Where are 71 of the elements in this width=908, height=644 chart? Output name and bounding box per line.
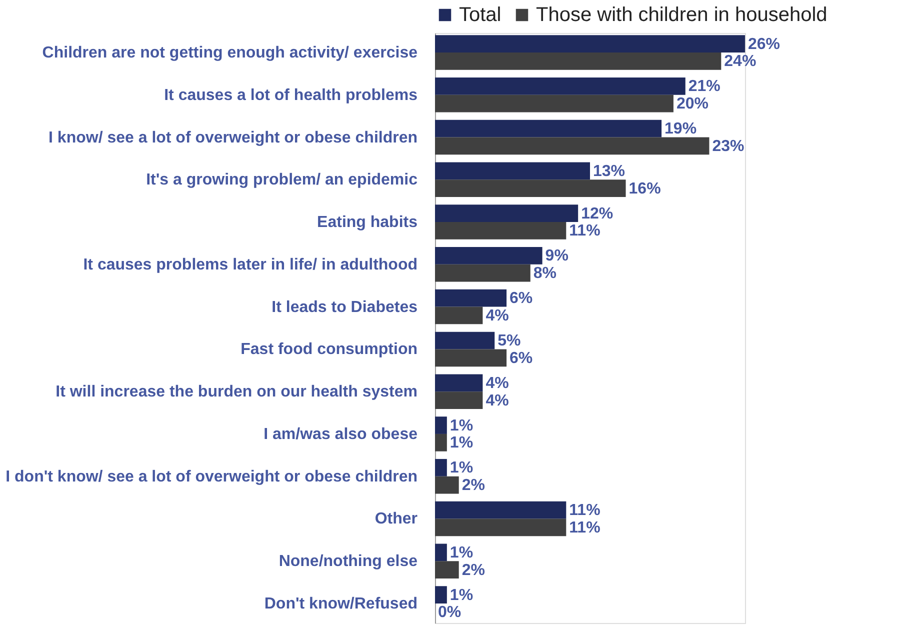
y-tick-label: It leads to Diabetes bbox=[272, 298, 418, 316]
bar bbox=[435, 374, 483, 392]
data-label: 8% bbox=[533, 265, 557, 282]
y-tick-label: Fast food consumption bbox=[240, 341, 418, 358]
bar bbox=[435, 52, 722, 70]
y-tick-label: Don't know/Refused bbox=[264, 596, 418, 613]
data-label: 1% bbox=[450, 544, 474, 562]
legend-label: Those with children in household bbox=[536, 4, 828, 26]
data-label: 23% bbox=[712, 138, 744, 155]
bar bbox=[435, 476, 459, 494]
bar bbox=[435, 518, 566, 536]
bar bbox=[435, 434, 447, 452]
legend-label: Total bbox=[459, 4, 502, 26]
data-label: 1% bbox=[450, 417, 474, 434]
bar bbox=[435, 332, 495, 350]
data-label: 26% bbox=[748, 36, 780, 53]
bar bbox=[435, 586, 447, 604]
data-label: 2% bbox=[462, 477, 485, 494]
y-tick-label: It's a growing problem/ an epidemic bbox=[146, 172, 418, 189]
bar bbox=[435, 392, 483, 409]
bar bbox=[435, 501, 566, 519]
data-label: 11% bbox=[569, 502, 600, 520]
data-label: 4% bbox=[486, 374, 509, 392]
bar bbox=[435, 94, 674, 112]
y-tick-label: It will increase the burden on our health system bbox=[56, 384, 418, 401]
data-label: 1% bbox=[450, 586, 474, 604]
data-label: 12% bbox=[581, 205, 614, 222]
data-label: 13% bbox=[593, 162, 626, 180]
bar bbox=[435, 416, 447, 434]
y-tick-label: Eating habits bbox=[317, 214, 418, 232]
data-label: 16% bbox=[628, 180, 661, 198]
data-label: 9% bbox=[545, 248, 568, 265]
data-label: 21% bbox=[688, 78, 720, 96]
bar bbox=[435, 120, 662, 138]
data-label: 11% bbox=[569, 519, 600, 536]
data-label: 20% bbox=[676, 96, 708, 113]
bar bbox=[435, 289, 507, 307]
data-label: 1% bbox=[450, 460, 474, 477]
y-tick-label: I know/ see a lot of overweight or obese children bbox=[48, 129, 418, 146]
bar bbox=[435, 458, 447, 476]
data-label: 1% bbox=[450, 434, 474, 452]
data-label: 4% bbox=[486, 392, 509, 410]
y-tick-label: Children are not getting enough activity/ exercise bbox=[42, 44, 418, 62]
bar bbox=[435, 544, 447, 562]
bar bbox=[435, 349, 507, 367]
y-tick-label: I am/was also obese bbox=[264, 426, 418, 443]
bar bbox=[435, 162, 590, 180]
data-label: 5% bbox=[498, 332, 521, 350]
data-label: 2% bbox=[462, 562, 485, 579]
bar bbox=[435, 222, 566, 240]
data-label: 6% bbox=[510, 350, 533, 367]
data-label: 11% bbox=[569, 222, 600, 240]
y-tick-label: I don't know/ see a lot of overweight or obese children bbox=[6, 468, 418, 486]
y-tick-label: It causes problems later in life/ in adulthood bbox=[83, 256, 418, 274]
bar bbox=[435, 180, 626, 198]
y-tick-label: Other bbox=[374, 510, 418, 528]
bar bbox=[435, 78, 686, 95]
data-label: 4% bbox=[486, 307, 509, 324]
data-label: 0% bbox=[438, 604, 462, 622]
y-tick-label: None/nothing else bbox=[278, 553, 418, 570]
data-label: 24% bbox=[724, 53, 756, 70]
bar bbox=[435, 247, 542, 264]
bar bbox=[435, 137, 710, 155]
bar bbox=[435, 561, 459, 578]
bar bbox=[435, 264, 530, 282]
bar bbox=[435, 204, 578, 222]
data-label: 19% bbox=[664, 120, 697, 138]
data-label: 6% bbox=[510, 290, 533, 308]
bar bbox=[435, 306, 483, 324]
bar bbox=[435, 35, 745, 52]
y-tick-label: It causes a lot of health problems bbox=[164, 86, 418, 104]
